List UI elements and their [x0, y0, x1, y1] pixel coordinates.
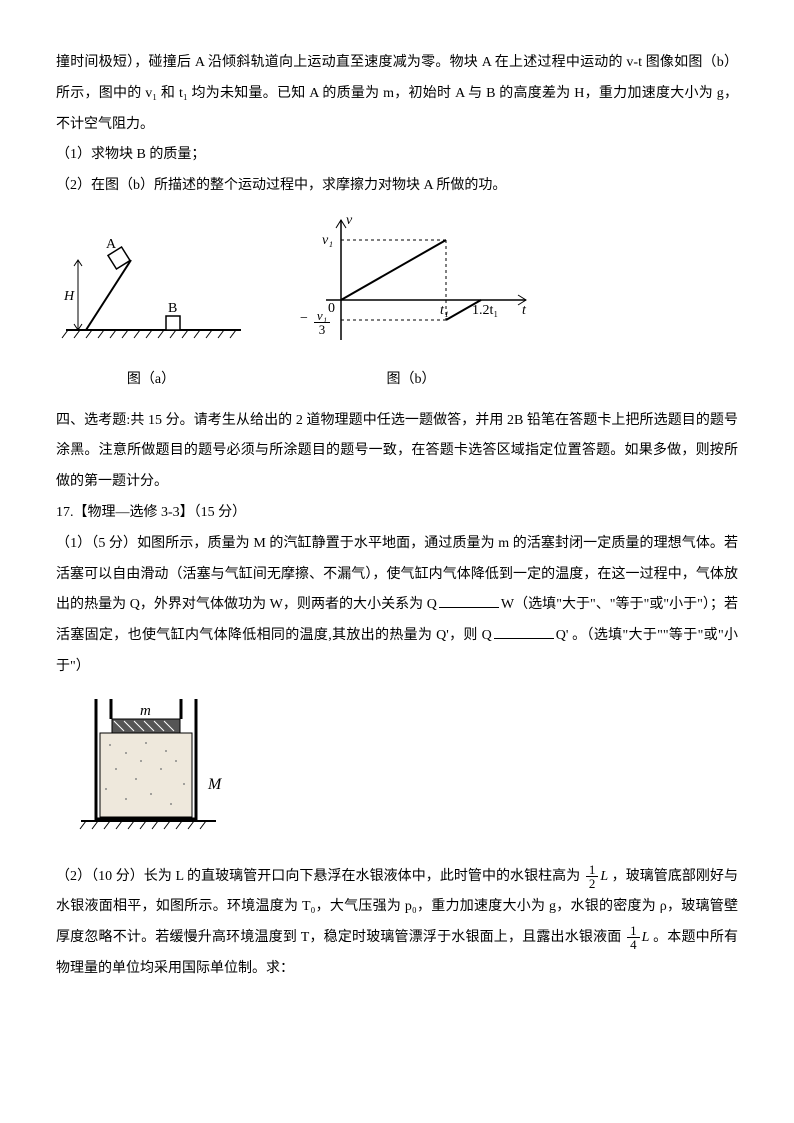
L-1: L — [600, 869, 608, 884]
figure-row: A B H 图（a） v t 0 v₁ − — [56, 210, 738, 396]
blank-1 — [439, 593, 499, 608]
label-M: M — [207, 776, 223, 793]
q17-2a-text: （2）（10 分）长为 L 的直玻璃管开口向下悬浮在水银液体中，此时管中的水银柱… — [56, 869, 580, 884]
figure-a-caption: 图（a） — [56, 365, 246, 396]
label-B: B — [168, 301, 177, 316]
intro-para-1: 撞时间极短），碰撞后 A 沿倾斜轨道向上运动直至速度减为零。物块 A 在上述过程… — [56, 48, 738, 140]
blank-2 — [494, 624, 554, 639]
q17-title: 17.【物理—选修 3-3】（15 分） — [56, 498, 738, 529]
svg-text:−: − — [300, 311, 308, 326]
cylinder-figure: m M — [76, 689, 738, 852]
label-1.2t1: 1.2t₁ — [472, 303, 498, 318]
label-neg-v1-3: v₁ 3 — [314, 309, 330, 336]
label-t1: t₁ — [440, 303, 449, 318]
figure-b-caption: 图（b） — [286, 365, 536, 396]
label-v1: v₁ — [322, 233, 333, 248]
section-4-intro: 四、选考题:共 15 分。请考生从给出的 2 道物理题中任选一题做答，并用 2B… — [56, 406, 738, 498]
q17-part1: （1）（5 分）如图所示，质量为 M 的汽缸静置于水平地面，通过质量为 m 的活… — [56, 529, 738, 683]
intro-para-2: （1）求物块 B 的质量； — [56, 140, 738, 171]
label-t: t — [522, 303, 527, 318]
frac-quarter: 14 — [627, 924, 640, 951]
label-H: H — [63, 289, 75, 304]
figure-a: A B H 图（a） — [56, 230, 246, 396]
cylinder-svg: m M — [76, 689, 256, 839]
intro-para-3: （2）在图（b）所描述的整个运动过程中，求摩擦力对物块 A 所做的功。 — [56, 171, 738, 202]
L-2: L — [642, 930, 650, 945]
figure-b-svg: v t 0 v₁ − v₁ 3 t₁ 1.2t₁ — [286, 210, 536, 350]
label-m: m — [140, 703, 151, 719]
label-v: v — [346, 213, 353, 228]
label-A: A — [106, 237, 117, 252]
q17-part2: （2）（10 分）长为 L 的直玻璃管开口向下悬浮在水银液体中，此时管中的水银柱… — [56, 862, 738, 985]
frac-half: 12 — [586, 863, 599, 890]
figure-a-svg: A B H — [56, 230, 246, 350]
figure-b: v t 0 v₁ − v₁ 3 t₁ 1.2t₁ 图（b） — [286, 210, 536, 396]
